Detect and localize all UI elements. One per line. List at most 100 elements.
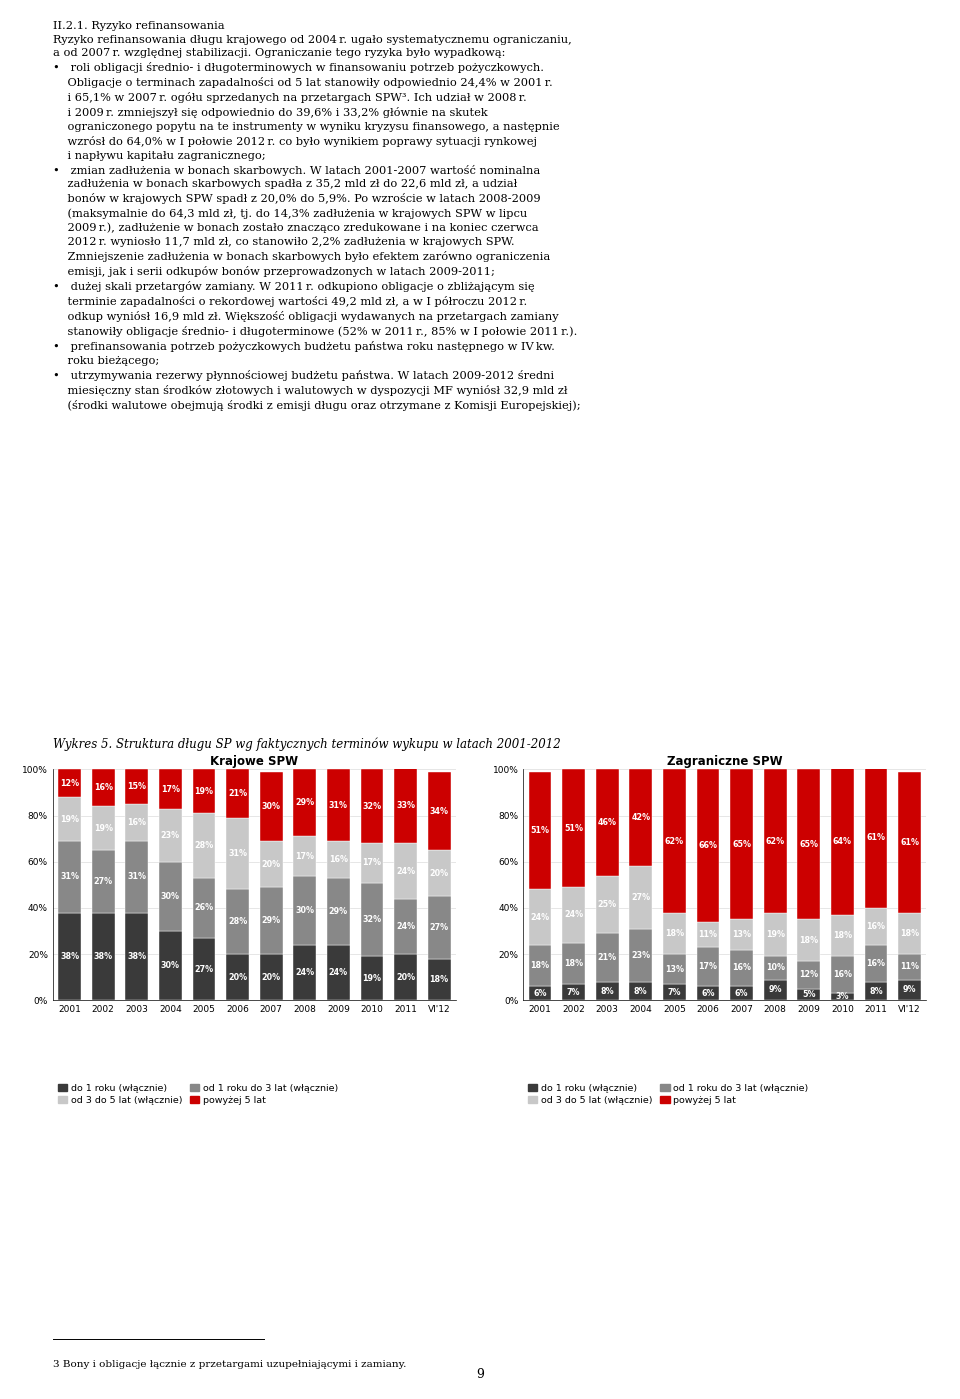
Bar (294, 876, 316, 944)
Text: 61%: 61% (867, 832, 885, 842)
Bar (193, 937, 215, 1000)
Text: 16%: 16% (732, 964, 751, 972)
Text: 17%: 17% (161, 785, 180, 793)
Bar (764, 957, 786, 979)
Bar (395, 954, 417, 1000)
Bar (59, 797, 81, 841)
Bar (126, 769, 148, 804)
Bar (428, 897, 450, 958)
Title: Krajowe SPW: Krajowe SPW (210, 755, 299, 768)
Bar (327, 769, 349, 841)
Text: 11%: 11% (699, 930, 717, 939)
Text: 20%: 20% (228, 972, 247, 982)
Bar (59, 769, 81, 797)
Bar (798, 769, 820, 919)
Bar (294, 769, 316, 837)
Text: 19%: 19% (766, 930, 784, 939)
Text: 16%: 16% (128, 818, 146, 827)
Bar (865, 767, 887, 908)
Bar (630, 769, 652, 866)
Text: 6%: 6% (701, 989, 715, 997)
Bar (764, 769, 786, 912)
Text: Wykres 5. Struktura długu SP wg faktycznych terminów wykupu w latach 2001-2012: Wykres 5. Struktura długu SP wg faktyczn… (53, 737, 561, 751)
Bar (327, 841, 349, 879)
Bar (630, 982, 652, 1000)
Text: 21%: 21% (598, 953, 616, 963)
Text: 25%: 25% (598, 900, 616, 909)
Bar (663, 912, 685, 954)
Text: 65%: 65% (800, 839, 818, 849)
Bar (126, 804, 148, 841)
Text: 8%: 8% (869, 986, 883, 996)
Bar (831, 957, 853, 993)
Text: 27%: 27% (632, 893, 650, 902)
Text: 31%: 31% (60, 873, 79, 881)
Bar (798, 919, 820, 961)
Text: 46%: 46% (598, 818, 616, 827)
Text: 10%: 10% (766, 964, 784, 972)
Text: 9%: 9% (902, 985, 917, 995)
Text: 38%: 38% (94, 951, 112, 961)
Bar (899, 912, 921, 954)
Bar (899, 979, 921, 1000)
Bar (294, 837, 316, 876)
Bar (361, 844, 383, 883)
Text: 8%: 8% (600, 986, 614, 996)
Bar (697, 986, 719, 1000)
Bar (697, 922, 719, 947)
Bar (193, 769, 215, 813)
Text: 17%: 17% (363, 859, 381, 867)
Bar (159, 862, 181, 932)
Text: 30%: 30% (161, 893, 180, 901)
Text: 16%: 16% (833, 971, 852, 979)
Bar (798, 989, 820, 1000)
Bar (361, 957, 383, 1000)
Bar (596, 933, 618, 982)
Text: 31%: 31% (128, 873, 146, 881)
Text: 9: 9 (476, 1368, 484, 1381)
Text: 11%: 11% (900, 963, 919, 971)
Text: 16%: 16% (94, 783, 112, 792)
Text: 20%: 20% (396, 972, 415, 982)
Text: 24%: 24% (396, 866, 415, 876)
Bar (327, 944, 349, 1000)
Text: 30%: 30% (161, 961, 180, 970)
Text: 13%: 13% (732, 930, 751, 939)
Bar (529, 890, 551, 944)
Text: 7%: 7% (667, 988, 682, 996)
Text: 38%: 38% (60, 951, 79, 961)
Bar (697, 769, 719, 922)
Bar (831, 767, 853, 915)
Text: 17%: 17% (699, 963, 717, 971)
Text: 18%: 18% (531, 961, 549, 970)
Bar (731, 769, 753, 919)
Text: 32%: 32% (363, 802, 381, 811)
Bar (92, 851, 114, 912)
Bar (630, 866, 652, 929)
Bar (260, 887, 282, 954)
Text: 18%: 18% (833, 932, 852, 940)
Bar (529, 986, 551, 1000)
Text: 13%: 13% (665, 965, 684, 974)
Text: 51%: 51% (531, 827, 549, 835)
Bar (563, 983, 585, 1000)
Bar (899, 954, 921, 979)
Bar (327, 879, 349, 944)
Bar (596, 876, 618, 933)
Text: 29%: 29% (329, 907, 348, 916)
Bar (159, 809, 181, 862)
Bar (159, 769, 181, 809)
Text: 16%: 16% (329, 855, 348, 865)
Text: 18%: 18% (564, 958, 583, 968)
Bar (193, 813, 215, 879)
Text: 62%: 62% (766, 837, 784, 845)
Bar (92, 769, 114, 806)
Text: 20%: 20% (262, 859, 280, 869)
Bar (764, 979, 786, 1000)
Bar (428, 958, 450, 1000)
Text: II.2.1. Ryzyko refinansowania
Ryzyko refinansowania długu krajowego od 2004 r. u: II.2.1. Ryzyko refinansowania Ryzyko ref… (53, 21, 581, 411)
Text: 23%: 23% (161, 831, 180, 839)
Bar (865, 908, 887, 944)
Bar (361, 883, 383, 957)
Bar (563, 943, 585, 983)
